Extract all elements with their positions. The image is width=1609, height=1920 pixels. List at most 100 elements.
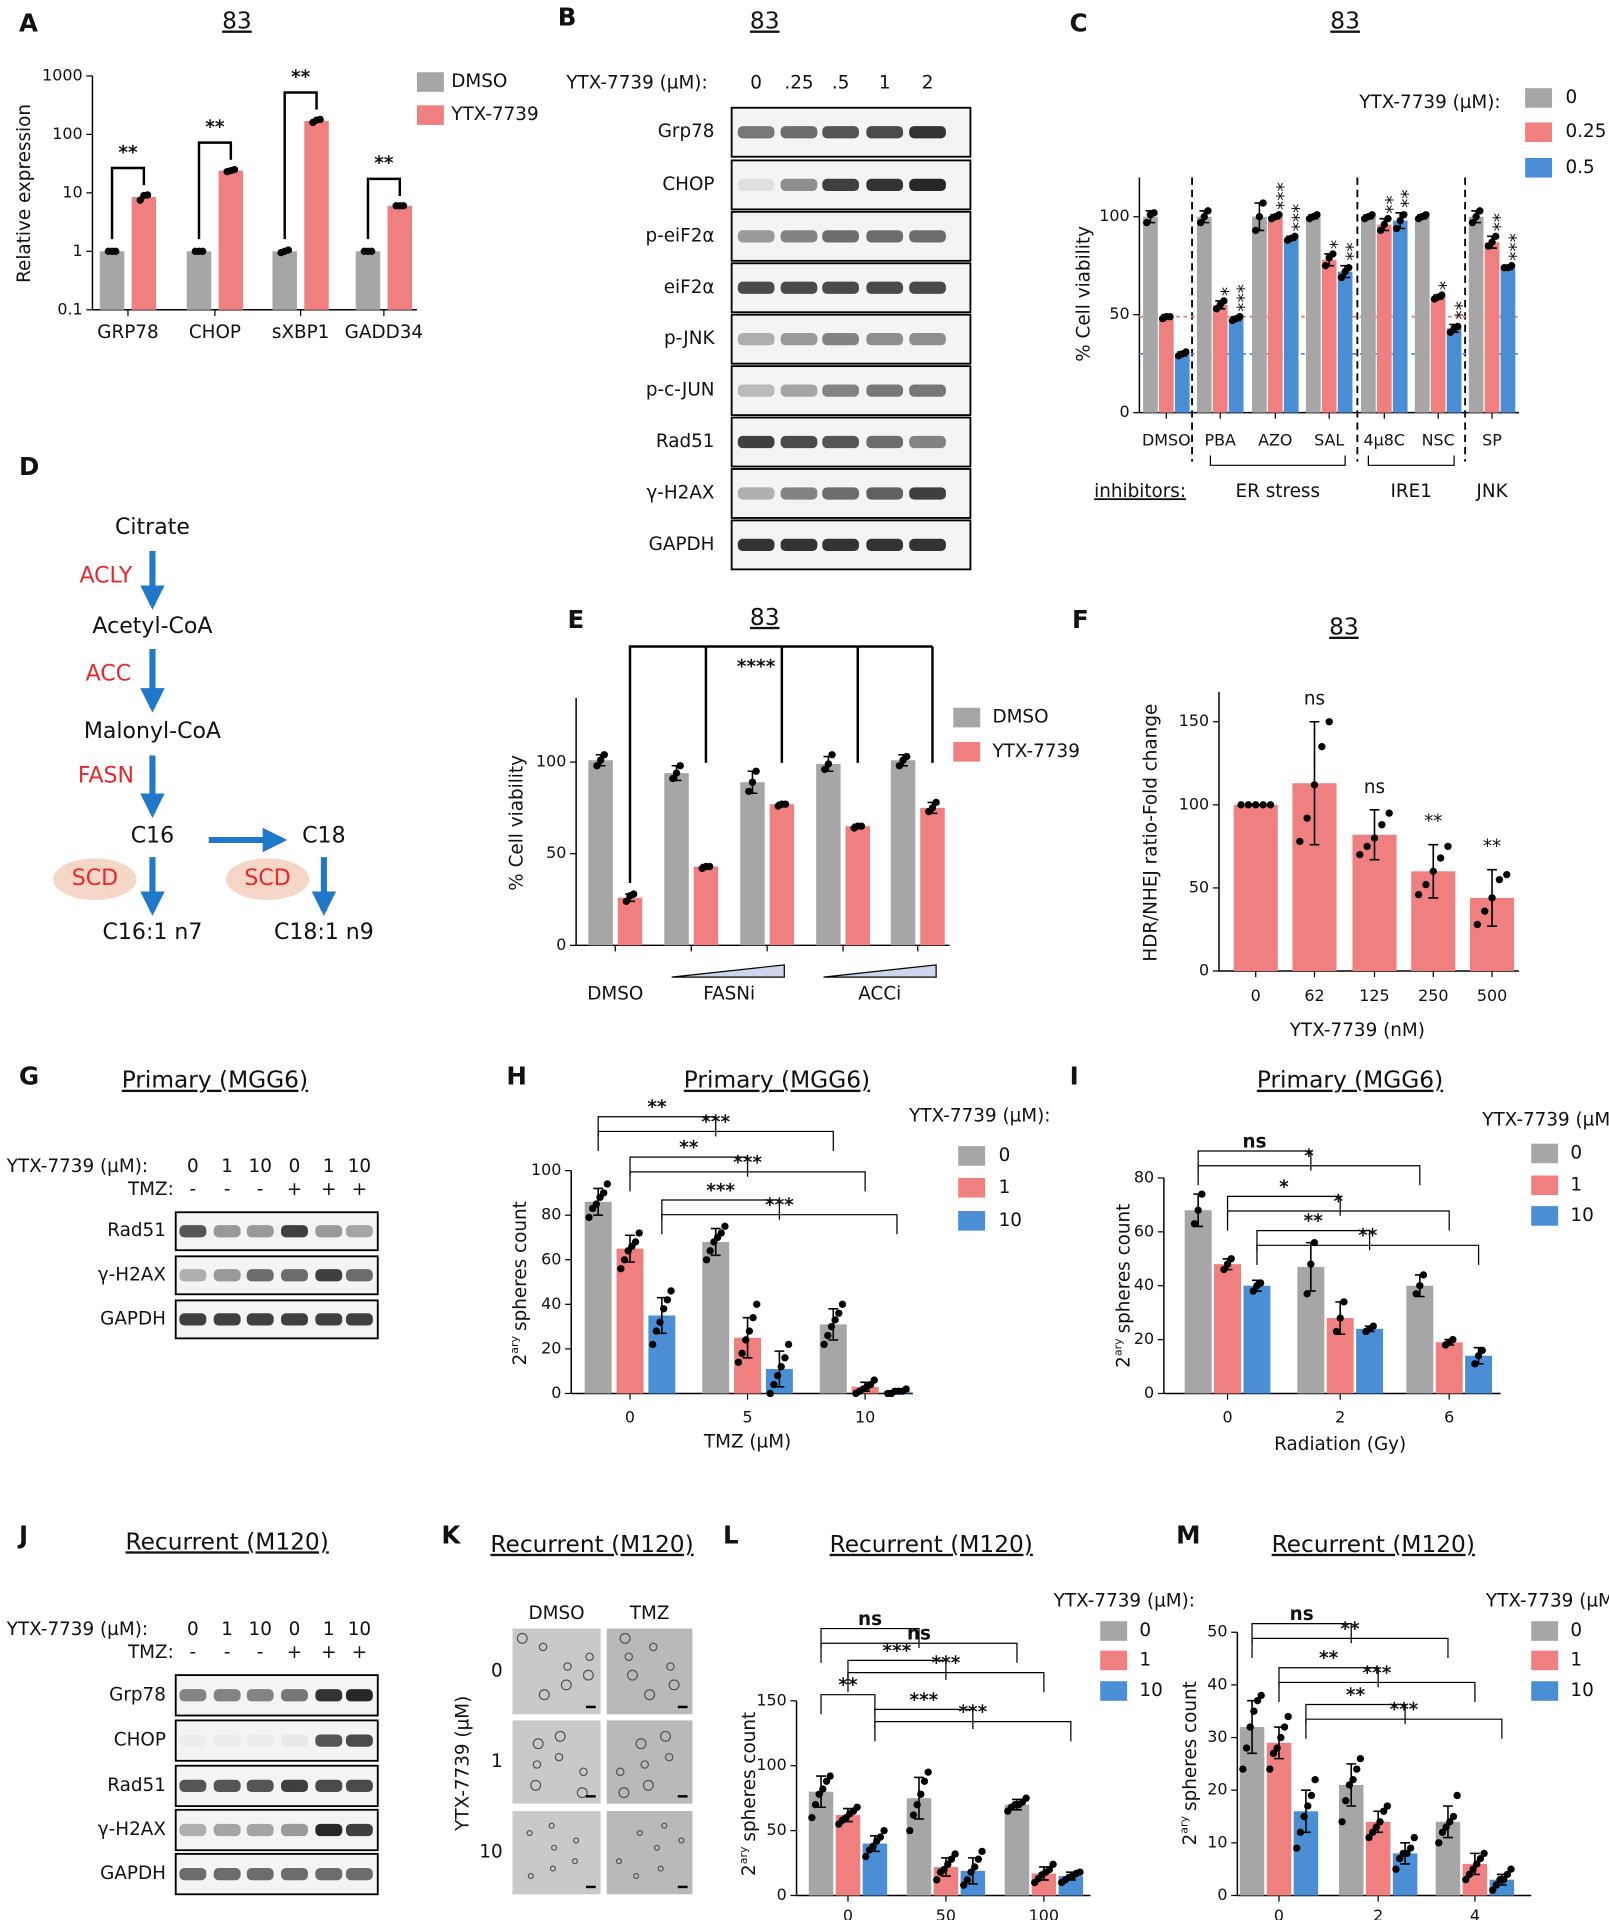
legend-swatch <box>953 742 981 762</box>
node: C16:1 n7 <box>103 920 203 945</box>
data-point <box>1310 1238 1319 1247</box>
sig-bracket <box>820 1627 920 1649</box>
x-tick-label: SP <box>1482 430 1502 449</box>
x-tick-label: DMSO <box>1142 430 1191 449</box>
blot-box <box>174 1255 379 1296</box>
sig-bracket <box>1278 1667 1379 1688</box>
sig-label: * <box>1428 281 1449 290</box>
sig-label: * <box>1319 240 1340 249</box>
x-tick-label: 10 <box>855 1407 875 1426</box>
row-label: Grp78 <box>658 121 715 142</box>
data-point <box>734 1358 743 1366</box>
data-point <box>773 1371 782 1380</box>
band <box>737 333 775 346</box>
legend-swatch <box>1525 157 1553 178</box>
legend-swatch <box>958 1211 986 1231</box>
data-point <box>933 1876 941 1884</box>
sphere <box>678 1837 685 1844</box>
data-point <box>620 1256 629 1264</box>
data-point <box>1303 1290 1311 1298</box>
data-point <box>1365 1833 1373 1842</box>
data-point <box>1255 213 1264 221</box>
data-point <box>1406 1844 1415 1852</box>
band <box>866 384 904 397</box>
sphere <box>538 1689 550 1701</box>
y-label-part: spheres count <box>1180 1681 1201 1811</box>
data-point <box>1150 209 1158 217</box>
band <box>909 384 946 397</box>
y-tick-label: 100 <box>1179 794 1209 813</box>
x-tick-label: 62 <box>1304 986 1324 1005</box>
data-point <box>920 1777 929 1785</box>
legend-swatch <box>416 72 444 92</box>
sig-bracket <box>629 1171 866 1192</box>
lane-label: + <box>287 1179 302 1200</box>
data-point <box>1380 220 1388 229</box>
band <box>281 1867 308 1881</box>
bar <box>702 1241 730 1394</box>
data-point <box>1468 218 1477 227</box>
sphere <box>640 1760 649 1769</box>
data-point <box>1438 1828 1447 1836</box>
sphere <box>636 1830 643 1837</box>
band <box>281 1225 308 1238</box>
sig-label: ** <box>374 153 394 174</box>
band <box>213 1225 241 1238</box>
bar <box>1468 216 1484 413</box>
lane-label: + <box>352 1179 367 1200</box>
x-tick-label: SAL <box>1314 430 1344 449</box>
data-point <box>316 115 324 124</box>
data-point <box>1368 211 1376 219</box>
band <box>213 1689 241 1702</box>
band <box>213 1313 241 1326</box>
band <box>179 1734 206 1746</box>
data-point <box>1462 1876 1470 1884</box>
bar <box>616 1248 644 1394</box>
data-point <box>1363 842 1371 851</box>
sig-label: *** <box>1226 284 1247 312</box>
data-point <box>635 1229 643 1237</box>
band <box>866 178 904 192</box>
sphere <box>619 1632 631 1644</box>
band <box>213 1779 241 1793</box>
sphere <box>626 1669 638 1681</box>
pathway: Citrate Acetyl-CoA Malonyl-CoA C16 C18 C… <box>53 515 374 945</box>
sig-label: * <box>1334 1191 1344 1212</box>
sig-label: **** <box>737 656 776 677</box>
y-tick-label: 40 <box>1134 1275 1154 1294</box>
data-point <box>960 1881 968 1889</box>
data-point <box>1266 801 1275 809</box>
data-point <box>705 862 714 871</box>
sig-label: ** <box>1390 190 1411 208</box>
x-tick-label: CHOP <box>189 322 241 343</box>
y-tick-label: 20 <box>541 1338 561 1357</box>
y-tick-label: 0 <box>1199 961 1209 980</box>
sig-label: ** <box>1319 1648 1339 1669</box>
y-tick-label: 20 <box>1207 1780 1227 1799</box>
data-point <box>1412 1290 1420 1298</box>
sig-bracket <box>1197 1150 1312 1171</box>
data-point <box>1277 1733 1285 1742</box>
row-label: Grp78 <box>109 1684 166 1705</box>
panel-letter: I <box>1070 1062 1079 1091</box>
row-label: γ-H2AX <box>646 482 714 503</box>
y-tick-label: 100 <box>756 1755 786 1774</box>
legend-title: YTX-7739 (µM): <box>1481 1109 1609 1130</box>
data-point <box>928 804 937 812</box>
legend-label: 0.5 <box>1566 157 1595 178</box>
data-point <box>600 1189 608 1197</box>
sig-bracket <box>110 166 146 240</box>
sig-label: ** <box>205 117 225 138</box>
sphere <box>571 1858 578 1865</box>
data-point <box>821 765 829 774</box>
sig-bracket <box>820 1694 876 1715</box>
bar <box>1214 1264 1242 1394</box>
micrograph <box>512 1811 601 1895</box>
sphere <box>660 1730 672 1742</box>
legend-label: DMSO <box>451 71 507 92</box>
x-tick-label: DMSO <box>587 983 643 1004</box>
data-point <box>1444 842 1452 851</box>
legend-label: 0 <box>1139 1620 1151 1641</box>
arrows <box>140 551 337 916</box>
band <box>281 1779 308 1793</box>
